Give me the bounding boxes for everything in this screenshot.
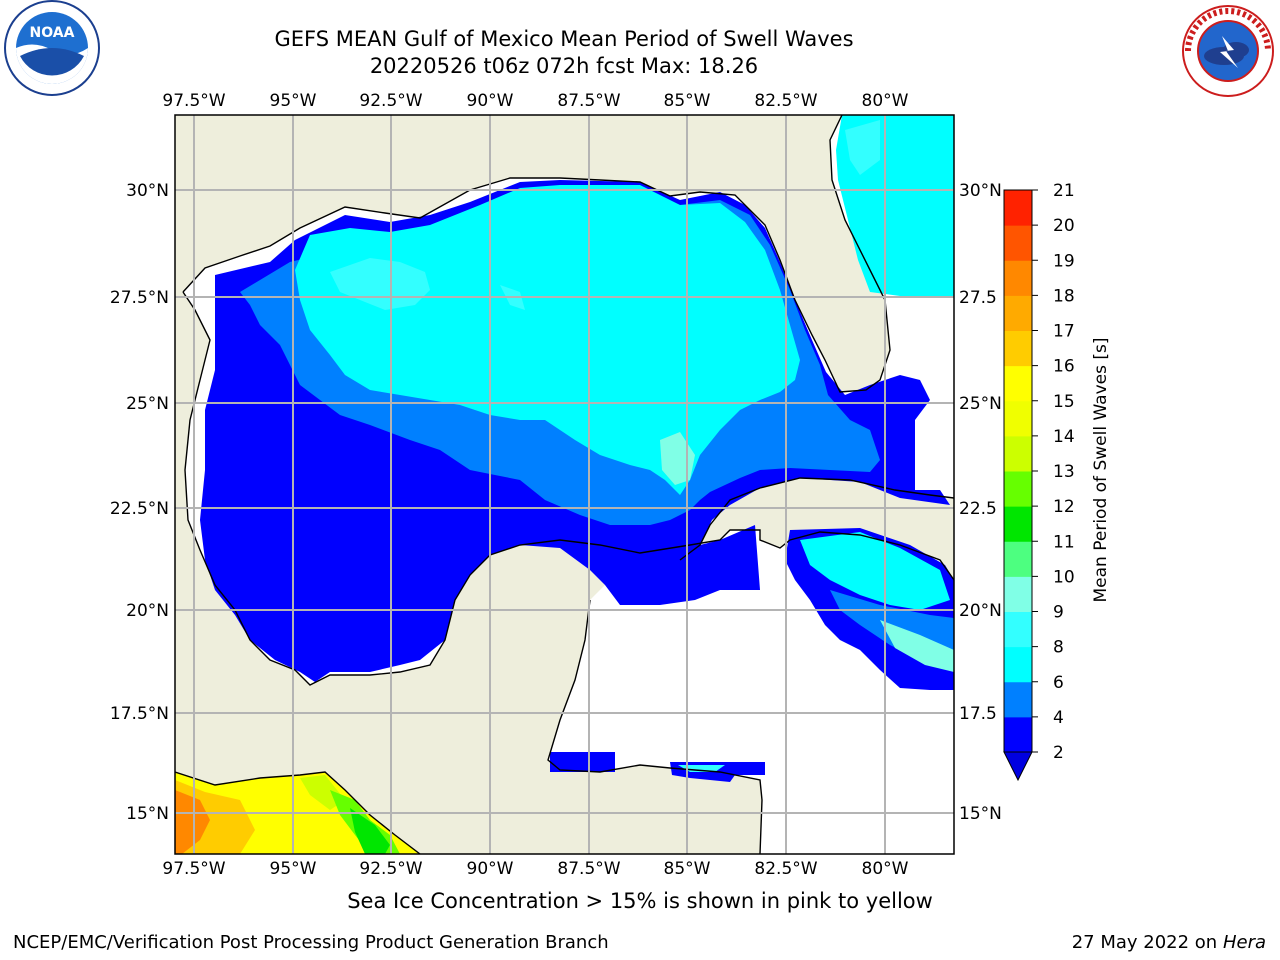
colorbar-tick-label: 16: [1053, 357, 1075, 377]
colorbar-segment: [1004, 330, 1032, 367]
lat-tick-left: 20°N: [126, 601, 169, 621]
colorbar-tick-label: 18: [1053, 286, 1075, 306]
lon-tick-top: 92.5°W: [359, 91, 422, 111]
lon-tick-bottom: 97.5°W: [162, 859, 225, 879]
lat-tick-left: 27.5°N: [110, 288, 169, 308]
colorbar-tick-label: 21: [1053, 181, 1075, 201]
map-frame: [174, 114, 955, 855]
lon-tick-bottom: 95°W: [270, 859, 317, 879]
swell-fill-6-8: [295, 185, 800, 495]
colorbar-tick-label: 19: [1053, 251, 1075, 271]
colorbar-segment: [1004, 400, 1032, 437]
colorbar-segment: [1004, 190, 1032, 226]
chart-subtitle: 20220526 t06z 072h fcst Max: 18.26: [369, 54, 759, 78]
colorbar-segment: [1004, 611, 1032, 648]
lat-tick-right: 20°N: [959, 601, 1002, 621]
lat-tick-right: 15°N: [959, 804, 1002, 824]
colorbar-segment: [1004, 260, 1032, 296]
colorbar-label: Mean Period of Swell Waves [s]: [1091, 338, 1111, 603]
svg-text:NOAA: NOAA: [30, 25, 75, 41]
colorbar-tick-label: 4: [1053, 708, 1064, 728]
colorbar-segment: [1004, 295, 1032, 331]
lat-tick-left: 25°N: [126, 394, 169, 414]
lon-tick-bottom: 87.5°W: [557, 859, 620, 879]
lon-tick-top: 85°W: [664, 91, 711, 111]
colorbar-segment: [1004, 716, 1032, 753]
lon-tick-bottom: 85°W: [664, 859, 711, 879]
colorbar-tick-label: 14: [1053, 427, 1075, 447]
colorbar-tick-label: 10: [1053, 567, 1075, 587]
chart-title: GEFS MEAN Gulf of Mexico Mean Period of …: [274, 27, 854, 51]
colorbar-tick-label: 20: [1053, 216, 1075, 236]
colorbar-extend-arrow: [1003, 751, 1033, 782]
colorbar-tick-label: 13: [1053, 462, 1075, 482]
lat-tick-left: 22.5°N: [110, 499, 169, 519]
lat-tick-left: 15°N: [126, 804, 169, 824]
lon-tick-top: 82.5°W: [754, 91, 817, 111]
lat-tick-right: 27.5: [959, 288, 997, 308]
colorbar-segment: [1004, 681, 1032, 718]
colorbar-segment: [1004, 541, 1032, 577]
lon-tick-top: 90°W: [467, 91, 514, 111]
run-host: Hera: [1222, 932, 1266, 953]
lat-tick-left: 30°N: [126, 181, 169, 201]
lon-tick-top: 87.5°W: [557, 91, 620, 111]
colorbar-segment: [1004, 365, 1032, 402]
lat-tick-right: 30°N: [959, 181, 1002, 201]
lon-tick-bottom: 90°W: [467, 859, 514, 879]
colorbar-segment: [1004, 646, 1032, 683]
colorbar-segment: [1004, 225, 1032, 261]
colorbar-segment: [1004, 471, 1032, 507]
colorbar-segment: [1004, 435, 1032, 472]
colorbar-tick-label: 12: [1053, 497, 1075, 517]
colorbar-tick-label: 9: [1053, 603, 1064, 623]
colorbar-tick-label: 2: [1053, 743, 1064, 763]
run-date: 27 May 2022 on Hera: [1072, 932, 1266, 953]
run-date-text: 27 May 2022 on: [1071, 932, 1218, 953]
lat-tick-right: 22.5: [959, 499, 997, 519]
colorbar-segment: [1004, 506, 1032, 542]
credit-line: NCEP/EMC/Verification Post Processing Pr…: [13, 932, 609, 953]
colorbar-tick-label: 8: [1053, 638, 1064, 658]
nws-logo: [1182, 5, 1274, 97]
lon-tick-top: 97.5°W: [162, 91, 225, 111]
lon-tick-bottom: 82.5°W: [754, 859, 817, 879]
noaa-logo: NOAA: [4, 0, 100, 96]
colorbar-tick-label: 6: [1053, 673, 1064, 693]
lon-tick-top: 95°W: [270, 91, 317, 111]
lat-tick-left: 17.5°N: [110, 704, 169, 724]
colorbar-tick-label: 15: [1053, 392, 1075, 412]
map-gridlines: [175, 115, 954, 854]
colorbar: 2 4 6 8 9 10 11 12 13 14 15 16 17 18 19 20 21: [1003, 181, 1075, 782]
colorbar-segment: [1004, 576, 1032, 612]
lon-tick-top: 80°W: [862, 91, 909, 111]
footnote: Sea Ice Concentration > 15% is shown in …: [347, 889, 933, 913]
colorbar-tick-label: 17: [1053, 322, 1075, 342]
lon-tick-bottom: 80°W: [862, 859, 909, 879]
lat-tick-right: 25°N: [959, 394, 1002, 414]
lon-tick-bottom: 92.5°W: [359, 859, 422, 879]
colorbar-tick-label: 11: [1053, 532, 1075, 552]
lat-tick-right: 17.5: [959, 704, 997, 724]
